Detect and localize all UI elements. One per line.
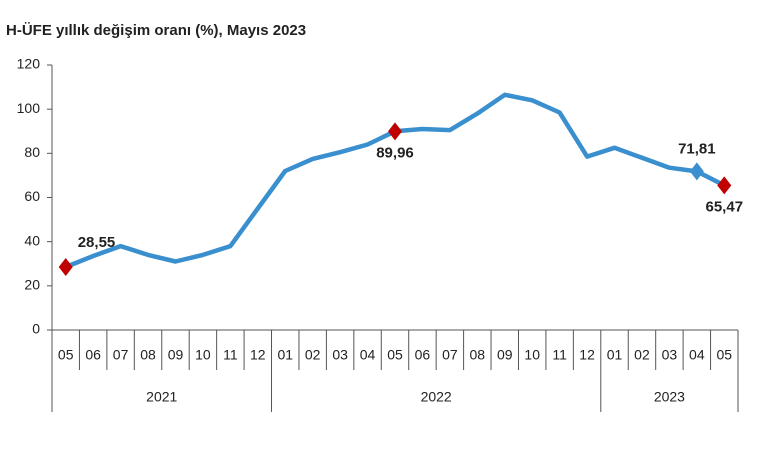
x-tick-label: 12	[579, 347, 595, 363]
marker	[689, 162, 704, 181]
x-tick-label: 01	[277, 347, 293, 363]
x-tick-label: 10	[524, 347, 540, 363]
x-tick-label: 03	[662, 347, 678, 363]
x-tick-label: 11	[552, 347, 567, 363]
group-label: 2023	[654, 389, 685, 405]
value-label: 28,55	[78, 234, 116, 251]
x-tick-label: 06	[85, 347, 101, 363]
value-label: 65,47	[706, 198, 744, 215]
line	[64, 92, 726, 270]
x-tick-label: 09	[168, 347, 184, 363]
y-tick-label: 80	[24, 144, 40, 160]
y-tick-label: 40	[24, 232, 40, 248]
x-tick-label: 12	[250, 347, 266, 363]
x-tick-label: 07	[442, 347, 458, 363]
y-tick-label: 120	[17, 56, 41, 72]
y-tick-label: 20	[24, 277, 40, 293]
chart-title: H-ÜFE yıllık değişim oranı (%), Mayıs 20…	[6, 22, 306, 39]
x-tick-label: 07	[113, 347, 129, 363]
x-tick-label: 05	[716, 347, 732, 363]
x-tick-label: 11	[223, 347, 238, 363]
marker	[388, 122, 402, 141]
x-tick-label: 01	[607, 347, 623, 363]
y-tick-label: 0	[32, 321, 40, 337]
value-label: 89,96	[376, 144, 414, 161]
x-tick-label: 10	[195, 347, 211, 363]
x-tick-label: 05	[387, 347, 403, 363]
x-tick-label: 06	[415, 347, 431, 363]
group-label: 2022	[421, 389, 452, 405]
x-tick-label: 08	[140, 347, 156, 363]
y-tick-label: 100	[17, 100, 41, 116]
marker	[58, 257, 73, 276]
value-label: 71,81	[678, 140, 716, 157]
marker	[717, 176, 732, 195]
x-tick-label: 05	[58, 347, 74, 363]
group-label: 2021	[146, 389, 177, 405]
x-tick-label: 04	[360, 347, 376, 363]
y-tick-label: 60	[24, 188, 40, 204]
x-tick-label: 03	[332, 347, 348, 363]
x-tick-label: 09	[497, 347, 513, 363]
x-tick-label: 02	[305, 347, 321, 363]
x-tick-label: 04	[689, 347, 705, 363]
x-tick-label: 08	[470, 347, 486, 363]
x-tick-label: 02	[634, 347, 650, 363]
